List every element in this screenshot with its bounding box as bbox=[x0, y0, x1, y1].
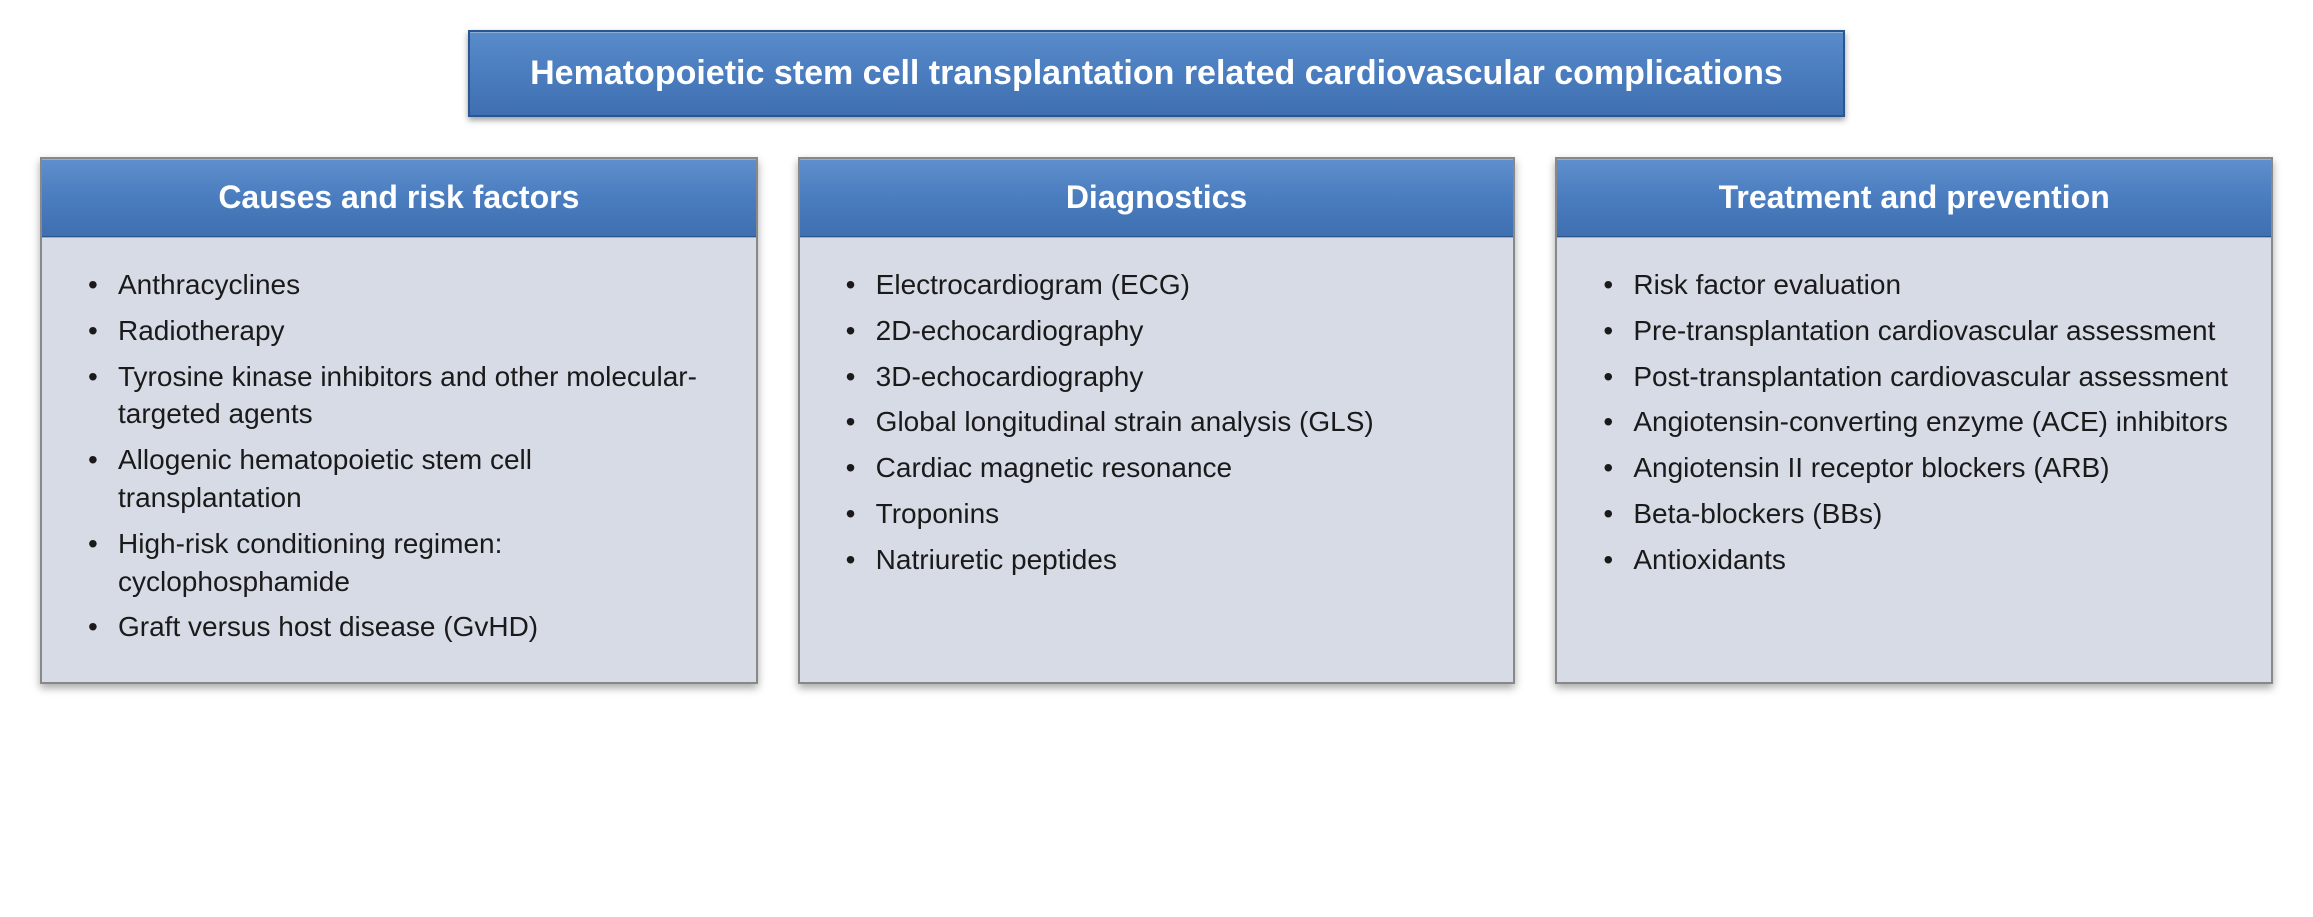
list-item: Angiotensin-converting enzyme (ACE) inhi… bbox=[1593, 403, 2235, 441]
item-list: Anthracyclines Radiotherapy Tyrosine kin… bbox=[78, 266, 720, 646]
list-item: Allogenic hematopoietic stem cell transp… bbox=[78, 441, 720, 517]
column-causes: Causes and risk factors Anthracyclines R… bbox=[40, 157, 758, 684]
diagram-title: Hematopoietic stem cell transplantation … bbox=[468, 30, 1845, 117]
columns-container: Causes and risk factors Anthracyclines R… bbox=[40, 157, 2273, 684]
list-item: Angiotensin II receptor blockers (ARB) bbox=[1593, 449, 2235, 487]
list-item: Cardiac magnetic resonance bbox=[836, 449, 1478, 487]
column-header: Diagnostics bbox=[800, 159, 1514, 237]
list-item: Troponins bbox=[836, 495, 1478, 533]
column-body: Risk factor evaluation Pre-transplantati… bbox=[1557, 237, 2271, 682]
column-header: Treatment and prevention bbox=[1557, 159, 2271, 237]
list-item: High-risk conditioning regimen: cyclopho… bbox=[78, 525, 720, 601]
list-item: Pre-transplantation cardiovascular asses… bbox=[1593, 312, 2235, 350]
column-diagnostics: Diagnostics Electrocardiogram (ECG) 2D-e… bbox=[798, 157, 1516, 684]
list-item: Graft versus host disease (GvHD) bbox=[78, 608, 720, 646]
list-item: 3D-echocardiography bbox=[836, 358, 1478, 396]
list-item: Post-transplantation cardiovascular asse… bbox=[1593, 358, 2235, 396]
list-item: Anthracyclines bbox=[78, 266, 720, 304]
list-item: Electrocardiogram (ECG) bbox=[836, 266, 1478, 304]
list-item: Natriuretic peptides bbox=[836, 541, 1478, 579]
list-item: Global longitudinal strain analysis (GLS… bbox=[836, 403, 1478, 441]
column-header: Causes and risk factors bbox=[42, 159, 756, 237]
item-list: Risk factor evaluation Pre-transplantati… bbox=[1593, 266, 2235, 579]
list-item: Risk factor evaluation bbox=[1593, 266, 2235, 304]
list-item: 2D-echocardiography bbox=[836, 312, 1478, 350]
list-item: Radiotherapy bbox=[78, 312, 720, 350]
column-treatment: Treatment and prevention Risk factor eva… bbox=[1555, 157, 2273, 684]
list-item: Beta-blockers (BBs) bbox=[1593, 495, 2235, 533]
column-body: Anthracyclines Radiotherapy Tyrosine kin… bbox=[42, 237, 756, 682]
item-list: Electrocardiogram (ECG) 2D-echocardiogra… bbox=[836, 266, 1478, 579]
diagram-root: Hematopoietic stem cell transplantation … bbox=[40, 30, 2273, 684]
column-body: Electrocardiogram (ECG) 2D-echocardiogra… bbox=[800, 237, 1514, 682]
list-item: Antioxidants bbox=[1593, 541, 2235, 579]
list-item: Tyrosine kinase inhibitors and other mol… bbox=[78, 358, 720, 434]
